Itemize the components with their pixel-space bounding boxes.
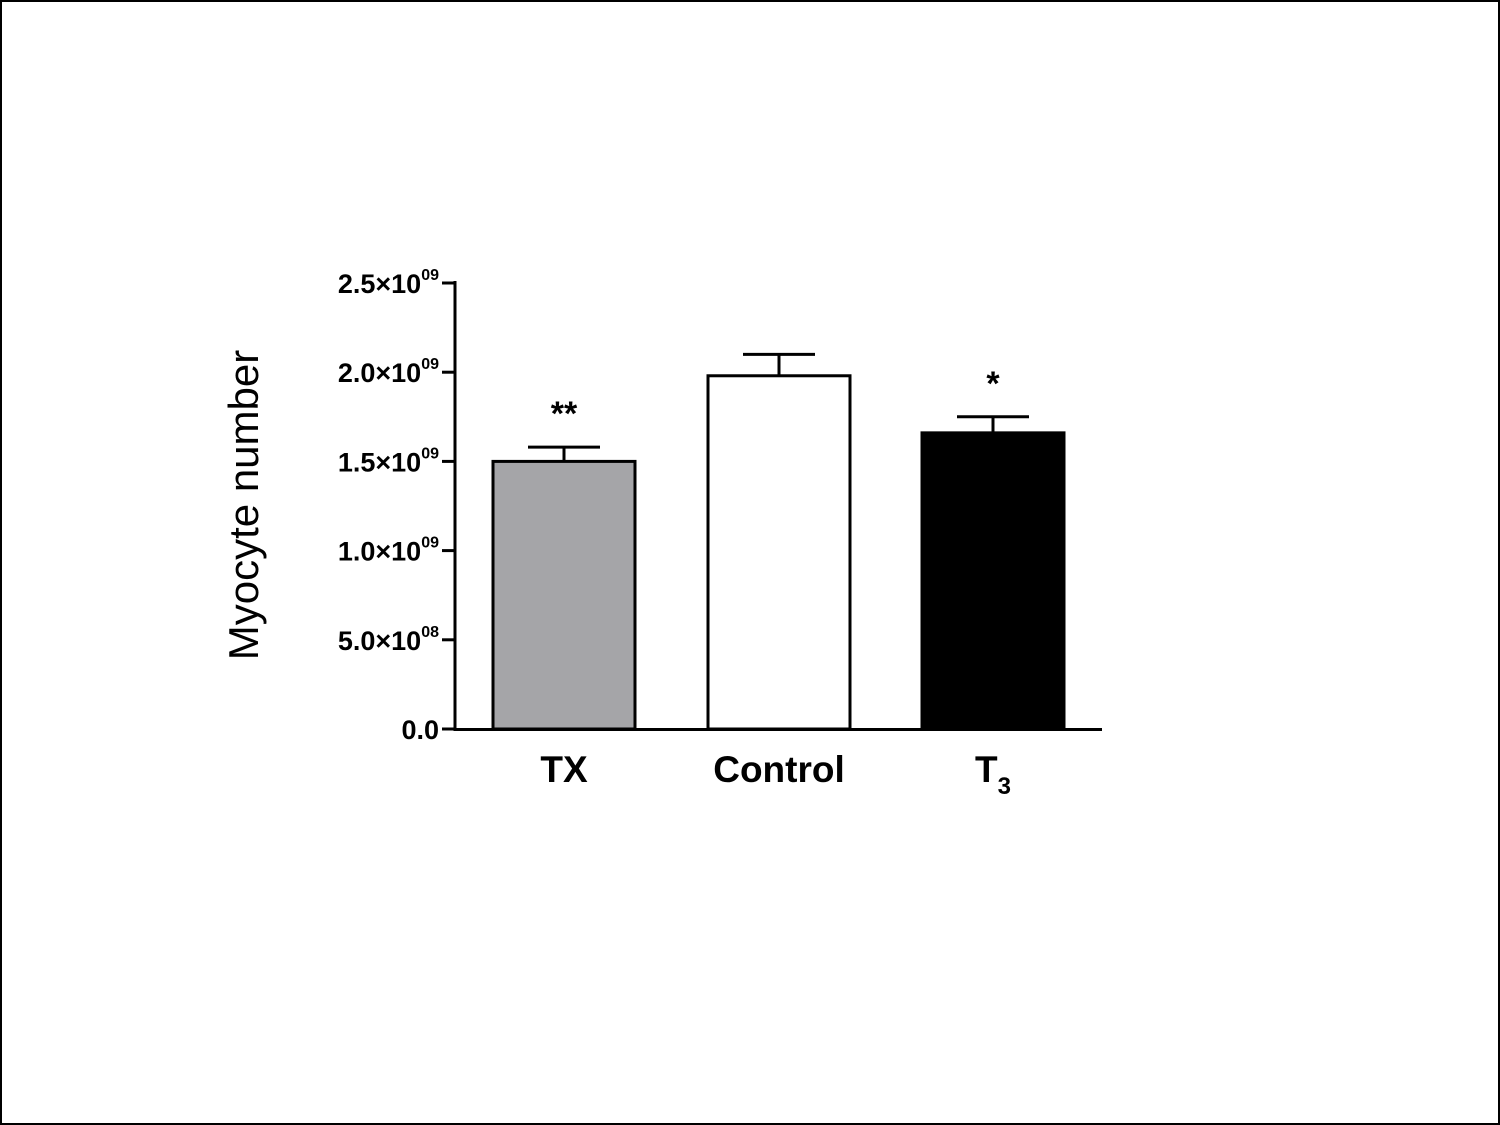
x-tick-label: TX bbox=[540, 749, 588, 790]
x-tick-labels: TX Control T3 bbox=[540, 749, 1011, 800]
x-tick-main: Control bbox=[713, 749, 845, 790]
bar-tx bbox=[491, 459, 637, 731]
x-tick-main: TX bbox=[540, 749, 588, 790]
x-tick-label: Control bbox=[713, 749, 845, 790]
significance-marker: ** bbox=[551, 395, 578, 433]
y-tick-times: ×10 bbox=[375, 626, 421, 656]
x-tick-subscript: 3 bbox=[998, 773, 1011, 800]
y-tick-times: ×10 bbox=[375, 447, 421, 477]
y-tick-exponent: 09 bbox=[421, 356, 439, 373]
y-tick-mantissa: 5.0 bbox=[338, 626, 376, 656]
bar-control bbox=[706, 374, 852, 731]
y-tick-times: ×10 bbox=[375, 269, 421, 299]
y-tick-exponent: 09 bbox=[421, 445, 439, 462]
y-tick-exponent: 09 bbox=[421, 535, 439, 552]
y-tick-label: 0.0 bbox=[401, 715, 439, 745]
y-tick-exponent: 09 bbox=[421, 267, 439, 284]
y-ticks: 0.05.0×10081.0×10091.5×10092.0×10092.5×1… bbox=[338, 267, 455, 745]
x-tick-label: T3 bbox=[975, 749, 1011, 800]
significance-marker: * bbox=[986, 365, 1000, 403]
y-tick-exponent: 08 bbox=[421, 624, 439, 641]
bars: *** bbox=[491, 352, 1066, 731]
y-tick-label: 1.5×1009 bbox=[338, 445, 439, 477]
y-tick-mantissa: 0.0 bbox=[401, 715, 439, 745]
y-tick-label: 2.5×1009 bbox=[338, 267, 439, 299]
y-tick-times: ×10 bbox=[375, 537, 421, 567]
y-tick-times: ×10 bbox=[375, 358, 421, 388]
y-axis-label: Myocyte number bbox=[220, 350, 267, 660]
y-tick-label: 1.0×1009 bbox=[338, 535, 439, 567]
y-tick-mantissa: 1.5 bbox=[338, 447, 376, 477]
y-tick-label: 2.0×1009 bbox=[338, 356, 439, 388]
x-tick-main: T bbox=[975, 749, 998, 790]
y-tick-mantissa: 1.0 bbox=[338, 537, 376, 567]
y-tick-label: 5.0×1008 bbox=[338, 624, 439, 656]
y-tick-mantissa: 2.0 bbox=[338, 358, 376, 388]
bar-t bbox=[920, 431, 1066, 731]
y-tick-mantissa: 2.5 bbox=[338, 269, 376, 299]
